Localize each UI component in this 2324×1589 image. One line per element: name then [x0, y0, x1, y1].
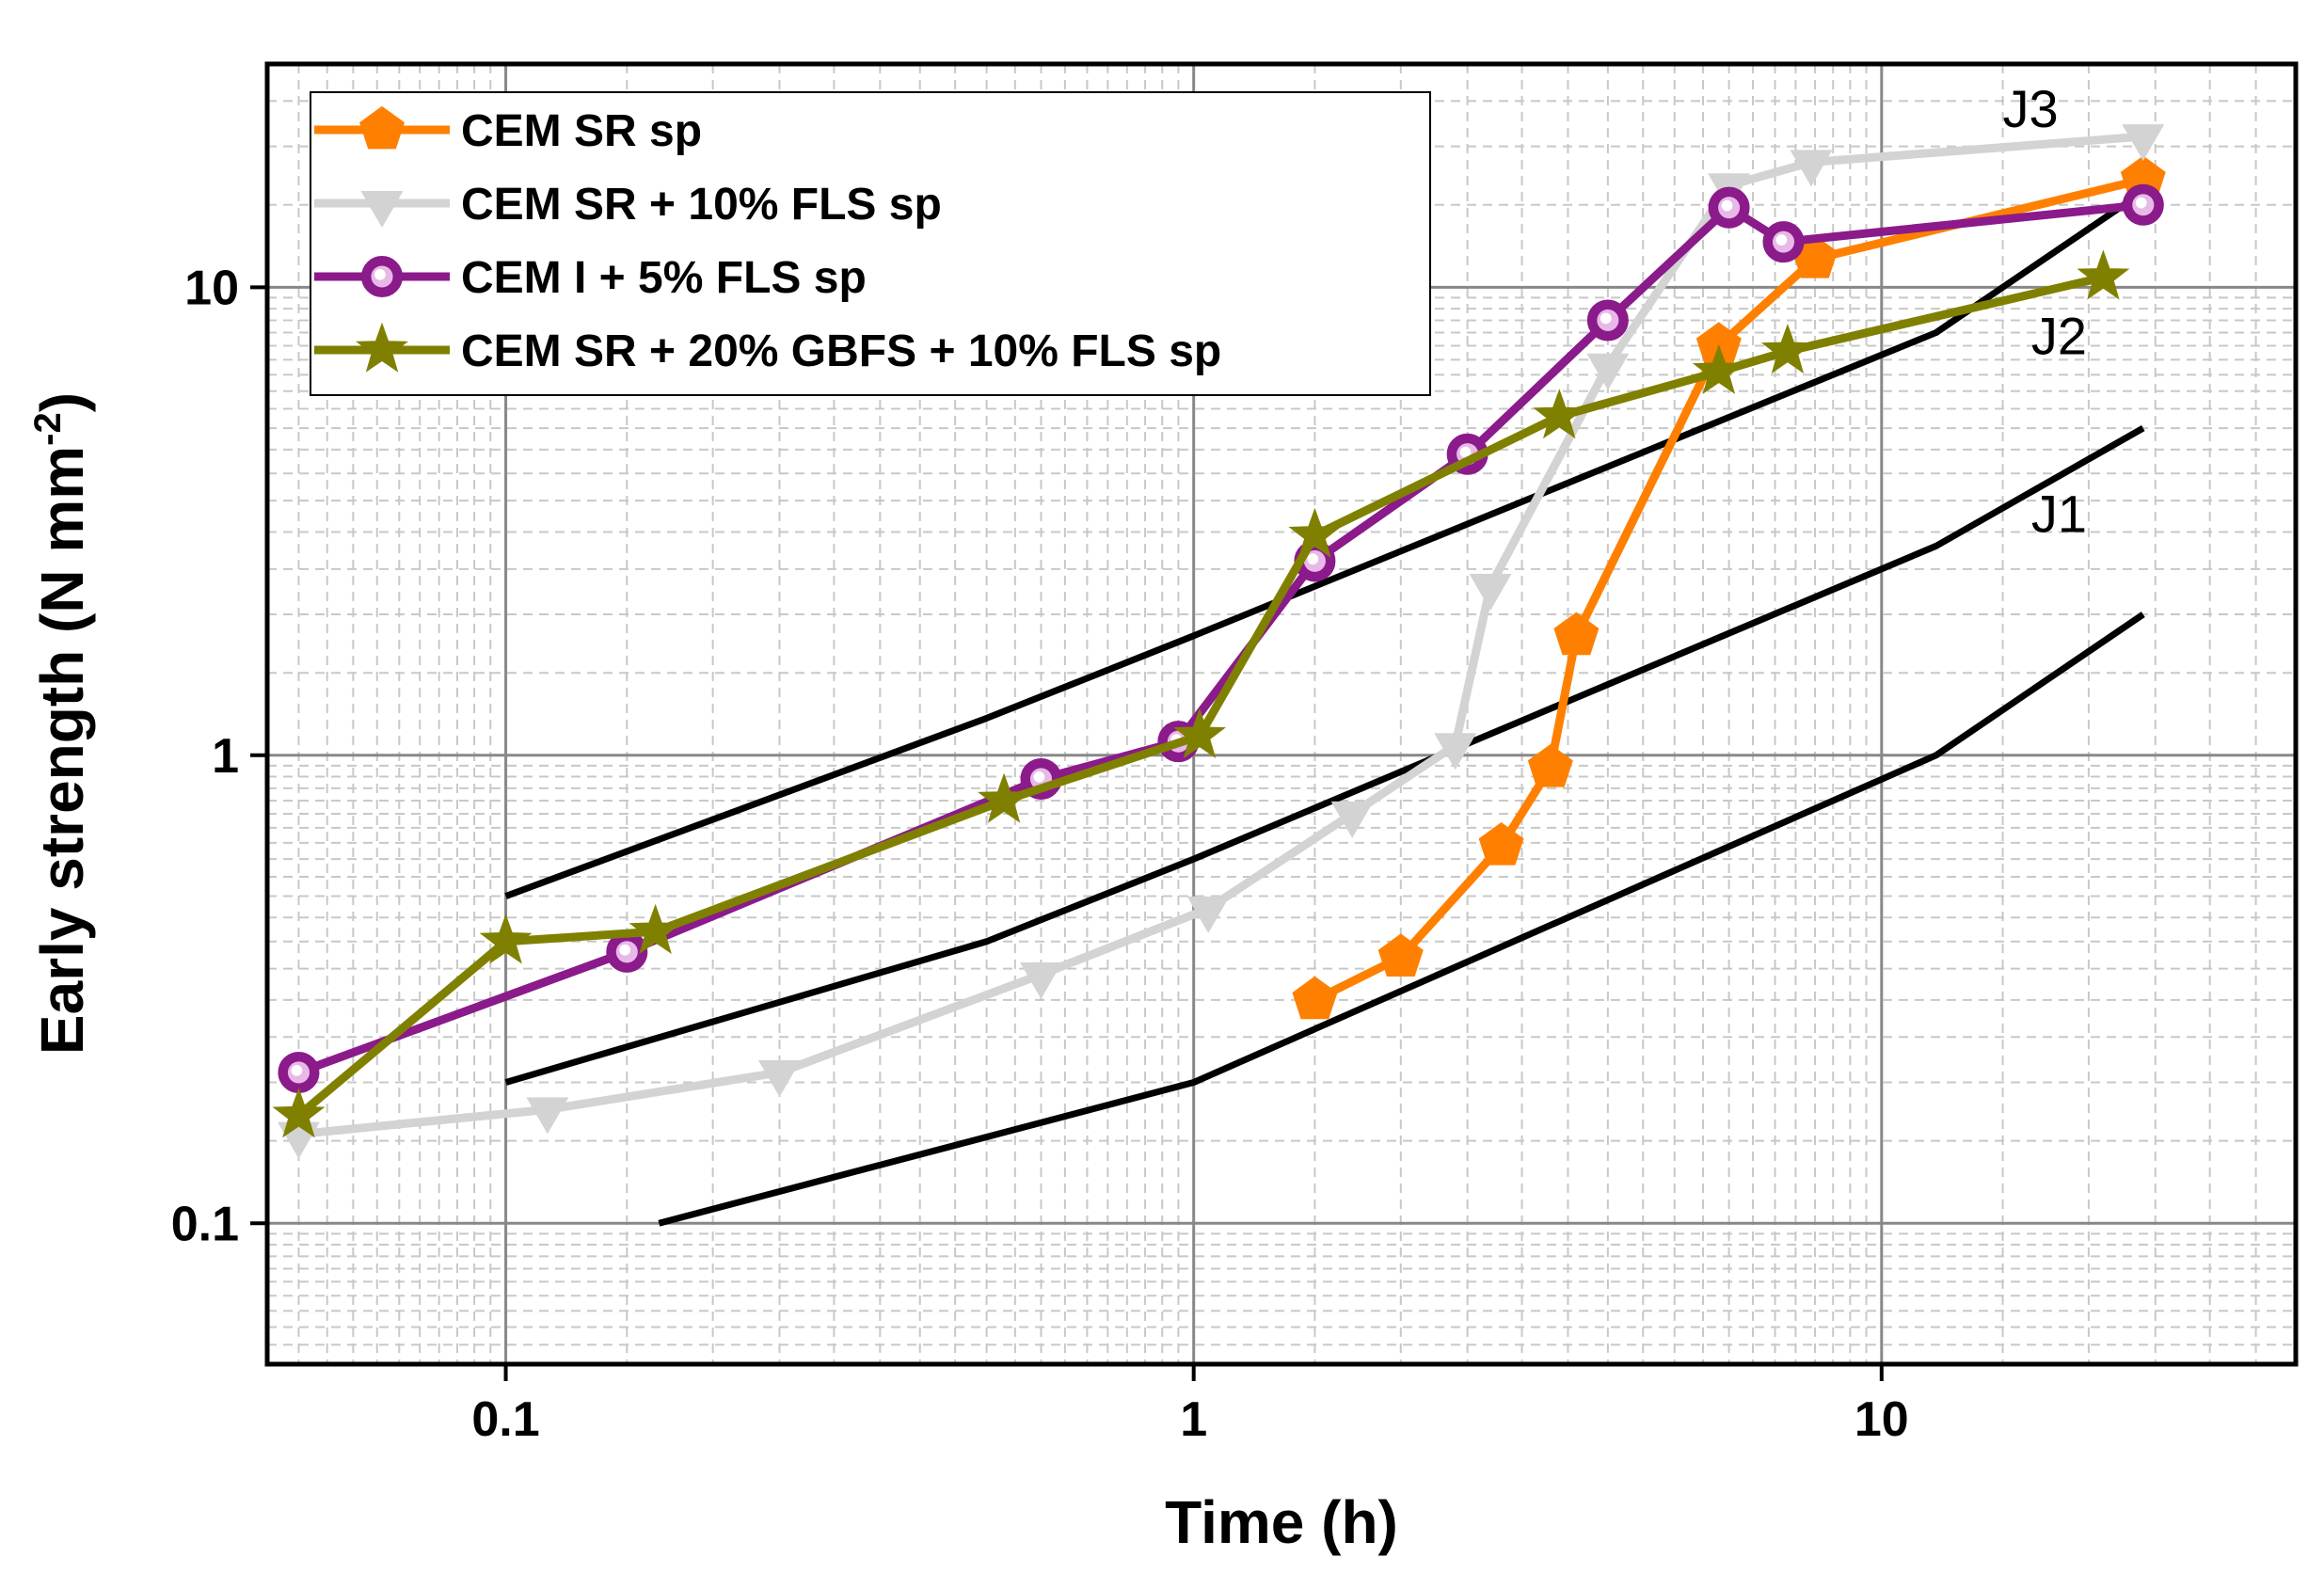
reference-line-label-j1: J1 — [2031, 484, 2087, 543]
data-point — [1186, 896, 1230, 933]
reference-line-label-j3: J3 — [2003, 79, 2059, 138]
legend-swatch-marker — [361, 256, 403, 297]
data-point — [1762, 221, 1805, 263]
data-point — [1527, 743, 1573, 787]
data-point — [1019, 961, 1063, 999]
data-point — [1708, 186, 1750, 229]
legend-entry-3: CEM I + 5% FLS sp — [314, 253, 867, 303]
legend-box — [310, 91, 1431, 396]
data-series — [272, 124, 2166, 1159]
series-line — [294, 273, 2108, 1120]
data-point — [2122, 183, 2164, 226]
marker-sphere-highlight — [2135, 197, 2147, 209]
data-point — [1790, 150, 1833, 187]
data-point — [2122, 124, 2165, 162]
y-axis-title-close: ) — [28, 392, 96, 412]
plot-area — [264, 61, 2299, 1367]
legend-swatch-marker — [359, 105, 405, 150]
x-tick-label: 10 — [1854, 1392, 1909, 1447]
data-point — [479, 914, 533, 964]
legend-entry-4: CEM SR + 20% GBFS + 10% FLS sp — [314, 322, 1221, 376]
series-4 — [272, 249, 2130, 1138]
marker-sphere-highlight — [374, 269, 386, 280]
data-point — [1288, 507, 1342, 558]
data-point — [1586, 353, 1630, 390]
series-1 — [1292, 155, 2166, 1020]
marker-sphere-highlight — [1459, 446, 1472, 458]
marker-sphere-highlight — [619, 944, 631, 956]
data-point — [978, 772, 1031, 823]
data-point — [272, 1088, 326, 1138]
legend-swatch-marker — [356, 322, 408, 373]
data-point — [1292, 976, 1338, 1020]
data-point — [526, 1097, 569, 1135]
data-point — [757, 1060, 802, 1097]
y-tick-label: 0.1 — [171, 1197, 239, 1251]
data-point — [1586, 299, 1629, 342]
x-axis-title: Time (h) — [1165, 1488, 1398, 1556]
data-point — [278, 1051, 320, 1093]
reference-line-label-j2: J2 — [2031, 306, 2087, 365]
legend-entry-1: CEM SR sp — [314, 105, 702, 156]
data-point — [1533, 389, 1586, 439]
marker-sphere-highlight — [291, 1064, 303, 1076]
legend-label: CEM SR + 20% GBFS + 10% FLS sp — [461, 326, 1221, 376]
series-line — [1310, 175, 2148, 1005]
data-point — [606, 930, 648, 973]
marker-sphere-highlight — [1600, 312, 1612, 325]
data-point — [1434, 733, 1477, 771]
legend-label: CEM SR sp — [461, 106, 702, 156]
legend: CEM SR sp CEM SR + 10% FLS sp CEM I + 5% F… — [310, 91, 1431, 396]
legend-entry-2: CEM SR + 10% FLS sp — [314, 180, 942, 230]
legend-swatch-marker — [360, 191, 404, 228]
marker-sphere-highlight — [1775, 234, 1788, 246]
data-point — [1377, 933, 1424, 977]
reference-line-j3 — [504, 188, 2145, 899]
legend-label: CEM I + 5% FLS sp — [461, 253, 867, 303]
data-point — [1692, 343, 1745, 394]
marker-sphere-highlight — [1033, 771, 1045, 783]
data-point — [1478, 821, 1524, 866]
data-point — [629, 903, 682, 955]
x-tick-label: 0.1 — [471, 1392, 539, 1447]
y-tick-label: 1 — [212, 729, 239, 784]
legend-label: CEM SR + 10% FLS sp — [461, 180, 942, 230]
reference-line-j1 — [658, 612, 2145, 1227]
axis-ticks: 0.1 1 10 0.1 1 10 — [171, 261, 1909, 1447]
y-tick-label: 10 — [184, 261, 239, 315]
data-point — [1330, 801, 1374, 838]
marker-sphere-highlight — [1721, 199, 1733, 212]
y-axis-title-main: Early strength (N mm — [28, 446, 96, 1055]
y-axis-title-superscript: -2 — [27, 412, 69, 446]
data-point — [2077, 249, 2130, 300]
data-point — [1553, 612, 1600, 656]
data-point — [1173, 707, 1226, 759]
y-axis-title: Early strength (N mm-2) — [27, 392, 96, 1055]
data-point — [1469, 573, 1512, 611]
reference-line-j2 — [504, 425, 2145, 1086]
data-point — [1760, 323, 1814, 374]
x-tick-label: 1 — [1180, 1392, 1207, 1447]
marker-sphere-highlight — [1307, 553, 1319, 565]
reference-lines: J3 J2 J1 — [504, 79, 2145, 1227]
